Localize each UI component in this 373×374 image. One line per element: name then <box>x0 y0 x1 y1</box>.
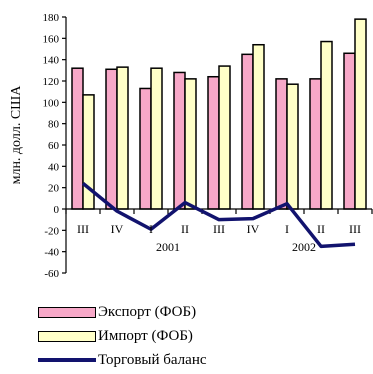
legend-item-export: Экспорт (ФОБ) <box>38 300 207 324</box>
bar-import-1 <box>116 66 129 210</box>
legend-label-export: Экспорт (ФОБ) <box>98 303 197 320</box>
y-axis-title: млн. долл. США <box>9 85 24 185</box>
legend-swatch-balance <box>38 358 96 362</box>
bar-export-0 <box>71 67 84 210</box>
y-tick-label--60: -60 <box>44 268 59 280</box>
y-tick-label-120: 120 <box>43 76 60 88</box>
y-tick-label--40: -40 <box>44 247 59 259</box>
x-year-label-1: 2002 <box>292 240 316 254</box>
y-tick-label-0: 0 <box>54 204 60 216</box>
y-tick-label-180: 180 <box>43 12 60 24</box>
legend-swatch-import <box>38 330 96 342</box>
y-tick-label-40: 40 <box>48 161 60 173</box>
bar-export-2 <box>139 87 152 210</box>
y-tick-label-80: 80 <box>48 119 60 131</box>
y-tick-label-140: 140 <box>43 55 60 67</box>
legend-item-import: Импорт (ФОБ) <box>38 324 207 348</box>
x-quarter-label-4: III <box>213 222 225 236</box>
y-tick-label-160: 160 <box>43 33 60 45</box>
bar-export-7 <box>309 78 322 210</box>
x-quarter-label-5: IV <box>247 222 260 236</box>
bar-import-8 <box>354 18 367 210</box>
bar-import-7 <box>320 40 333 210</box>
y-tick-label-60: 60 <box>48 140 60 152</box>
bar-import-4 <box>218 65 231 210</box>
x-year-label-0: 2001 <box>156 240 180 254</box>
bar-import-2 <box>150 67 163 210</box>
legend-label-import: Импорт (ФОБ) <box>98 327 193 344</box>
x-quarter-label-2: I <box>149 222 153 236</box>
legend: Экспорт (ФОБ) Импорт (ФОБ) Торговый бала… <box>38 300 207 372</box>
x-quarter-label-7: II <box>317 222 325 236</box>
bar-export-4 <box>207 75 220 210</box>
x-quarter-label-6: I <box>285 222 289 236</box>
bar-export-5 <box>241 53 254 210</box>
bars-layer <box>71 18 367 210</box>
y-tick-label-20: 20 <box>48 183 60 195</box>
bar-import-5 <box>252 43 265 210</box>
bar-export-1 <box>105 68 118 210</box>
x-quarter-label-3: II <box>181 222 189 236</box>
x-quarter-label-1: IV <box>111 222 124 236</box>
bar-export-8 <box>343 52 356 210</box>
bar-import-6 <box>286 83 299 210</box>
legend-label-balance: Торговый баланс <box>98 351 207 368</box>
legend-item-balance: Торговый баланс <box>38 348 207 372</box>
legend-swatch-export <box>38 306 96 318</box>
bar-export-6 <box>275 78 288 210</box>
line-layer <box>81 182 356 249</box>
bar-import-3 <box>184 78 197 210</box>
y-tick-label--20: -20 <box>44 225 59 237</box>
x-quarter-label-0: III <box>77 222 89 236</box>
y-tick-label-100: 100 <box>43 97 60 109</box>
line-trade-balance <box>81 182 356 249</box>
bar-export-3 <box>173 71 186 210</box>
x-quarter-label-8: III <box>349 222 361 236</box>
